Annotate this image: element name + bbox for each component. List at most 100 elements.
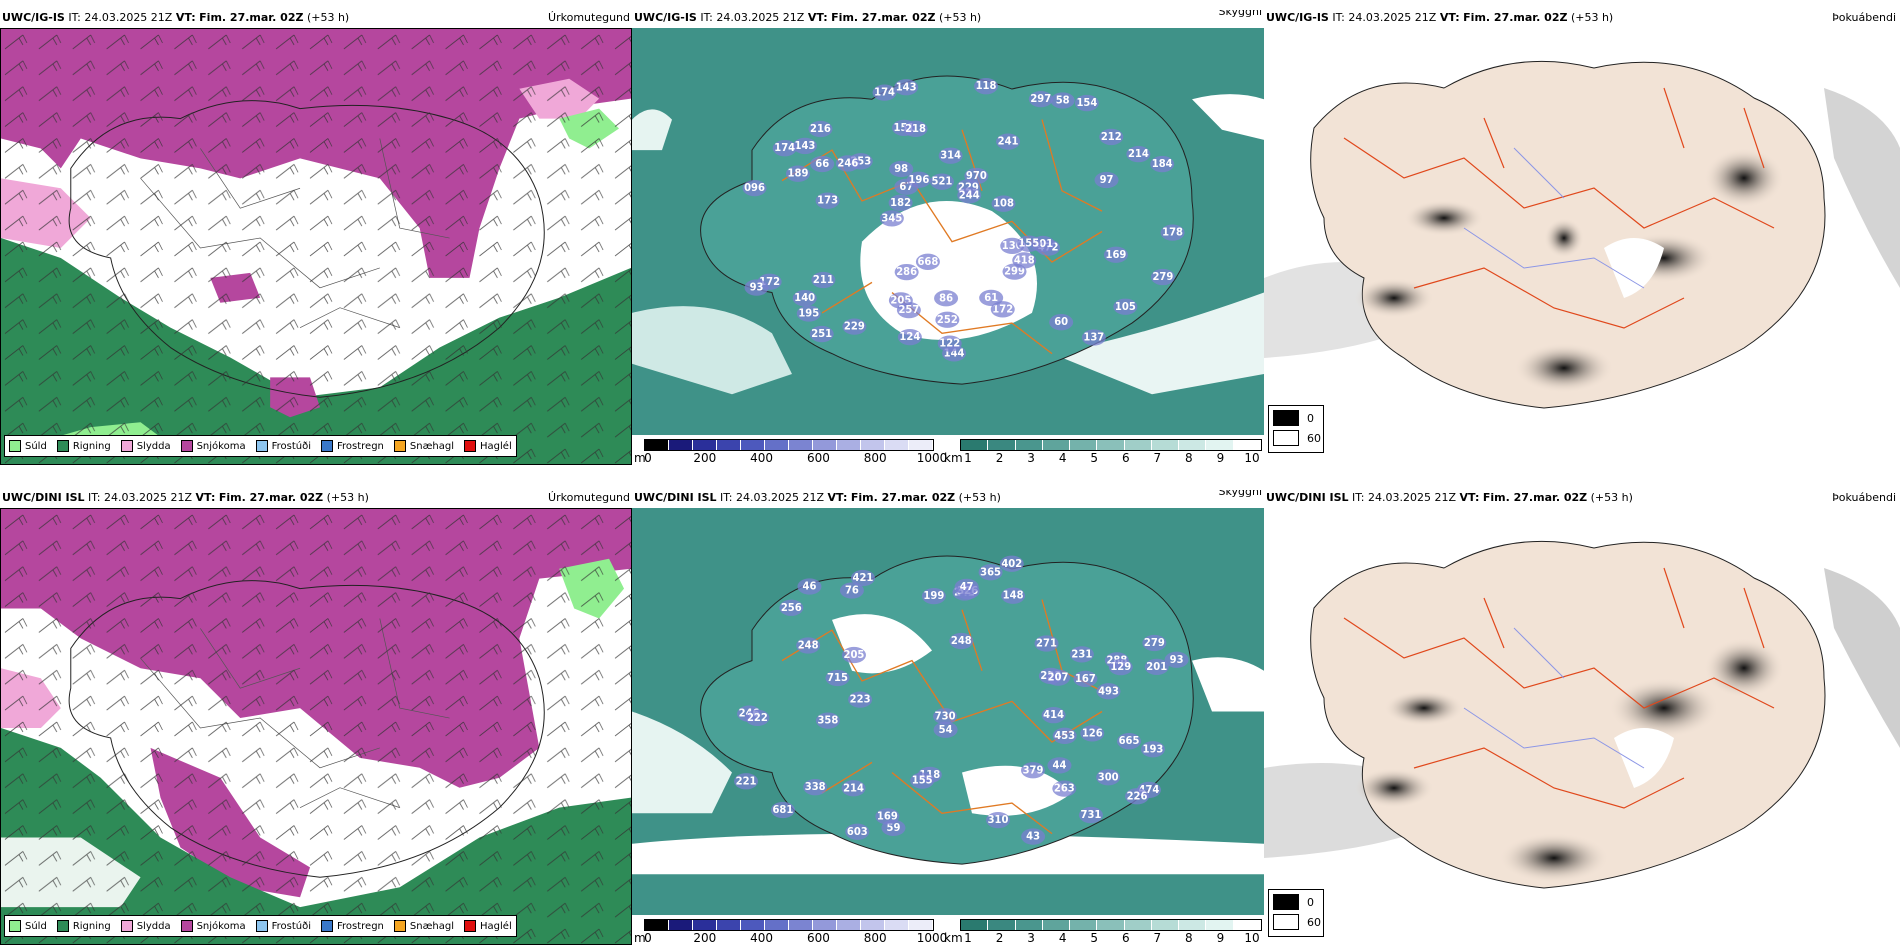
valid-time: Fim. 27.mar. 02Z bbox=[199, 11, 304, 24]
cloud-base-label: 521 bbox=[932, 177, 953, 188]
cloud-base-unit: m bbox=[634, 451, 646, 465]
visibility-colorbar: km 1 2 3 4 5 6 7 8 9 10 bbox=[944, 919, 1262, 945]
cloud-base-patch bbox=[1021, 762, 1046, 779]
panel-header: UWC/DINI ISL IT: 24.03.2025 21Z VT: Fim.… bbox=[1266, 491, 1896, 504]
cloud-base-label: 155 bbox=[912, 776, 933, 787]
visibility-swatch bbox=[988, 440, 1016, 450]
cloud-base-tick-label: 0 bbox=[644, 931, 652, 945]
visibility-swatch bbox=[1179, 440, 1207, 450]
cloud-base-tick-label: 0 bbox=[644, 451, 652, 465]
fog-legend: 0 60 bbox=[1268, 405, 1324, 453]
cloud-base-patch bbox=[803, 779, 828, 796]
cloud-base-patch bbox=[933, 708, 958, 725]
cloud-base-label: 43 bbox=[1026, 832, 1040, 843]
cloud-base-label: 54 bbox=[939, 725, 953, 736]
cloud-base-label: 297 bbox=[1030, 94, 1051, 105]
model-name: UWC/DINI ISL bbox=[2, 491, 85, 504]
cloud-base-label: 314 bbox=[940, 151, 961, 162]
legend-item: Súld bbox=[9, 440, 47, 452]
model-name: UWC/IG-IS bbox=[2, 11, 65, 24]
cloud-base-label: 172 bbox=[759, 277, 780, 288]
cloud-base-patch bbox=[772, 140, 797, 157]
cloud-base-label: 122 bbox=[939, 339, 960, 350]
cloud-base-label: 184 bbox=[1152, 159, 1173, 170]
cloud-base-label: 143 bbox=[795, 141, 816, 152]
cloud-base-label: 174 bbox=[874, 88, 895, 99]
cloud-base-label: 144 bbox=[944, 348, 965, 359]
cloud-base-patch bbox=[1049, 314, 1074, 331]
cloud-base-label: 414 bbox=[1043, 710, 1064, 721]
cloud-base-label: 126 bbox=[1082, 728, 1103, 739]
cloud-base-label: 421 bbox=[853, 573, 874, 584]
cloud-base-label: 214 bbox=[843, 783, 864, 794]
cloud-base-label: 93 bbox=[1170, 655, 1184, 666]
cloud-base-tick-label: 400 bbox=[750, 931, 774, 945]
legend-item: Slydda bbox=[120, 920, 171, 932]
model-name: UWC/IG-IS bbox=[1266, 11, 1329, 24]
cloud-base-label: 300 bbox=[1098, 772, 1119, 783]
cloud-base-patch bbox=[810, 155, 835, 173]
visibility-tick-label: 9 bbox=[1216, 931, 1225, 945]
cloud-base-label: 256 bbox=[781, 603, 802, 614]
cloud-base-patch bbox=[1096, 683, 1121, 700]
fog-legend: 0 60 bbox=[1268, 889, 1324, 937]
cloud-base-patch bbox=[808, 120, 833, 138]
cloud-base-patch bbox=[1160, 224, 1185, 241]
cloud-base-patch bbox=[1052, 727, 1077, 744]
cloud-base-label: 253 bbox=[850, 156, 871, 167]
cloud-base-swatch bbox=[645, 920, 669, 930]
cloud-base-label: 174 bbox=[774, 143, 795, 154]
cloud-base-label: 338 bbox=[805, 782, 826, 793]
cloud-base-label: 137 bbox=[1083, 332, 1104, 343]
panel-title: Þokuábendi bbox=[1832, 11, 1896, 24]
legend-item: Súld bbox=[9, 920, 47, 932]
visibility-colorbar: km 1 2 3 4 5 6 7 8 9 10 bbox=[944, 439, 1262, 465]
cloud-base-label: 279 bbox=[1152, 272, 1173, 283]
cloud-base-tick-label: 600 bbox=[806, 451, 830, 465]
cloud-base-patch bbox=[842, 318, 867, 335]
cloud-base-patch bbox=[999, 555, 1024, 572]
cloud-base-patch bbox=[825, 669, 850, 687]
legend-item: Rigning bbox=[56, 920, 111, 932]
cloud-base-label: 379 bbox=[1023, 765, 1044, 776]
visibility-swatch bbox=[1042, 440, 1071, 450]
cloud-base-label: 402 bbox=[1001, 559, 1022, 570]
cloud-base-patch bbox=[811, 271, 836, 289]
init-time: 24.03.2025 21Z bbox=[1368, 491, 1457, 504]
cloud-base-tick-label: 1000 bbox=[916, 451, 948, 465]
cloud-base-swatch bbox=[885, 440, 909, 450]
visibility-panel-row1: UWC/IG-IS IT: 24.03.2025 21Z VT: Fim. 27… bbox=[632, 10, 1264, 465]
cloud-base-patch bbox=[792, 137, 817, 155]
visibility-tick-label: 6 bbox=[1121, 451, 1130, 465]
visibility-tick-label: 5 bbox=[1090, 451, 1099, 465]
precip-type-panel-row1: UWC/IG-IS IT: 24.03.2025 21Z VT: Fim. 27… bbox=[0, 10, 632, 465]
cloud-base-patch bbox=[933, 721, 958, 738]
cloud-base-patch bbox=[954, 578, 979, 595]
cloud-base-patch bbox=[845, 823, 870, 840]
cloud-base-patch bbox=[734, 773, 759, 790]
visibility-tick-label: 1 bbox=[964, 451, 972, 465]
visibility-map: 0963452411513141722531952189704721431302… bbox=[632, 28, 1264, 435]
visibility-swatch bbox=[1097, 440, 1125, 450]
cloud-base-patch bbox=[957, 187, 982, 204]
cloud-base-patch bbox=[770, 801, 795, 819]
cloud-base-patch bbox=[1142, 634, 1167, 652]
visibility-swatch bbox=[1070, 920, 1098, 930]
visibility-tick-label: 7 bbox=[1153, 451, 1162, 465]
cloud-base-patch bbox=[934, 290, 959, 307]
lead-time: (+53 h) bbox=[938, 11, 982, 24]
cloud-base-label: 229 bbox=[844, 322, 865, 333]
cloud-base-label: 46 bbox=[803, 582, 817, 593]
cloud-base-patch bbox=[894, 79, 919, 96]
cloud-base-patch bbox=[1050, 92, 1075, 109]
cloud-base-patch bbox=[1052, 780, 1077, 797]
cloud-base-patch bbox=[841, 646, 866, 664]
cloud-base-patch bbox=[1150, 155, 1175, 173]
cloud-base-label: 189 bbox=[788, 169, 809, 180]
panel-header: UWC/IG-IS IT: 24.03.2025 21Z VT: Fim. 27… bbox=[1266, 11, 1896, 24]
visibility-swatch bbox=[1233, 920, 1261, 930]
cloud-base-patch bbox=[1001, 587, 1026, 604]
cloud-base-label: 86 bbox=[939, 293, 953, 304]
cloud-base-patch bbox=[872, 84, 897, 101]
cloud-base-patch bbox=[835, 155, 860, 172]
